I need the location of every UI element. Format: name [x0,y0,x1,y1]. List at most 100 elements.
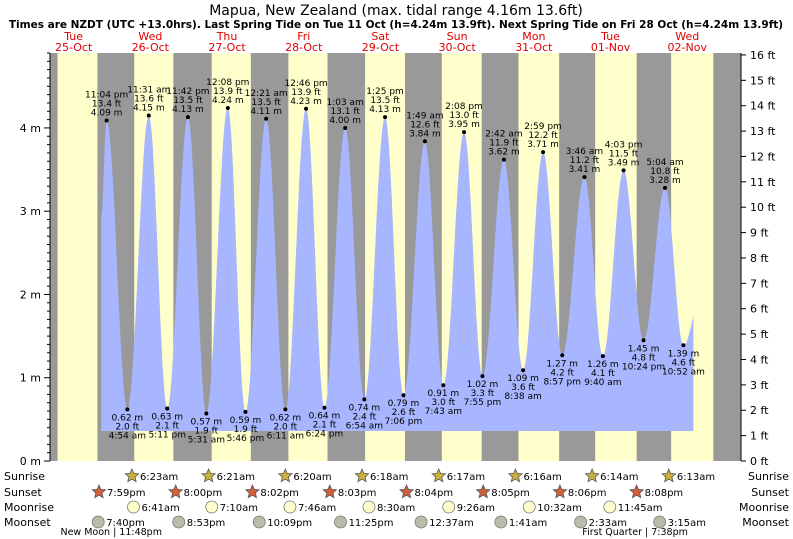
moonset-time: 10:09pm [267,518,312,529]
tide-ft-label: 2.1 ft [155,422,179,432]
sunset-time: 8:03pm [338,488,377,499]
tide-point [322,405,327,410]
sunset-icon [552,483,568,499]
y-left-tick-label: 0 m [20,455,41,468]
tide-m-label: 4.15 m [133,103,165,113]
tide-ft-label: 1.9 ft [234,425,258,435]
moonrise-time: 8:30am [377,503,415,514]
tide-ft-label: 4.8 ft [632,353,656,363]
tide-ft-label: 13.5 ft [173,96,203,106]
tide-ft-label: 3.6 ft [511,383,535,393]
tide-m-label: 0.79 m [388,399,420,409]
tide-time-label: 4:03 pm [605,140,643,150]
tide-point [560,353,565,358]
tide-m-label: 4.24 m [212,96,244,106]
sunrise-time: 6:16am [523,472,561,483]
day-headers: Tue25-OctWed26-OctThu27-OctFri28-OctSat2… [55,30,707,54]
tide-time-label: 2:42 am [485,130,522,140]
y-left-tick-label: 1 m [20,372,41,385]
tide-point [125,407,130,412]
tide-ft-label: 13.0 ft [449,111,479,121]
y-right-tick-label: 11 ft [750,176,776,189]
tide-point [264,116,269,121]
tide-m-label: 3.95 m [448,120,480,130]
tide-time-label: 2:08 pm [445,102,483,112]
y-left-tick-label: 4 m [20,122,41,135]
sunrise-icon [277,467,293,483]
tide-ft-label: 3.0 ft [431,398,455,408]
tide-point [225,105,230,110]
tide-time-label: 3:46 am [566,147,603,157]
day-date-label: 27-Oct [208,41,246,54]
moonset-time: 1:41am [509,518,547,529]
y-right-tick-label: 5 ft [750,328,769,341]
sunrise-time: 6:21am [217,472,255,483]
tide-area [101,108,694,432]
tide-m-label: 0.63 m [151,413,183,423]
moon-phase-label: First Quarter | 7:38pm [582,527,688,538]
y-right-tick-label: 2 ft [750,404,769,417]
y-right-tick-label: 7 ft [750,277,769,290]
tide-point [185,115,190,120]
y-right-tick-label: 15 ft [750,74,776,87]
sunset-icon [398,483,415,499]
tide-m-label: 4.13 m [369,105,401,115]
astro-row-label-right: Sunset [751,486,789,499]
chart-title: Mapua, New Zealand (max. tidal range 4.1… [209,3,583,19]
tide-point [383,115,388,120]
tide-m-label: 3.84 m [409,129,441,139]
tide-ft-label: 2.0 ft [273,422,297,432]
moonrise-icon [127,500,140,514]
tide-point [304,106,309,111]
day-date-label: 31-Oct [515,41,553,54]
tide-m-label: 0.74 m [349,403,381,413]
astro-row-label-right: Moonrise [739,501,789,514]
y-right-tick-label: 8 ft [750,252,769,265]
tide-time-label: 7:06 pm [385,417,423,427]
tide-m-label: 1.09 m [507,374,539,384]
tide-time-label: 1:03 am [326,98,363,108]
tide-point [401,393,406,398]
moonrise-time: 7:46am [298,503,336,514]
tide-m-label: 4.23 m [290,97,322,107]
sunrise-time: 6:13am [677,472,715,483]
day-weekday-label: Thu [216,30,238,43]
tide-point [681,343,686,348]
astro-row-label-left: Sunset [4,486,42,499]
moonset-icon [494,515,508,529]
day-weekday-label: Tue [63,30,83,43]
tide-time-label: 4:54 am [109,431,146,441]
y-left-tick-label: 3 m [20,205,41,218]
moonrise-time: 10:32am [537,503,582,514]
astro-rows: Sunrise Sunrise Sunset Sunset Moonrise Moonri… [4,467,790,538]
tide-ft-label: 4.6 ft [672,358,696,368]
y-right-tick-label: 14 ft [750,100,776,113]
tide-m-label: 1.02 m [467,380,499,390]
tide-m-label: 0.64 m [309,412,341,422]
sunset-time: 8:00pm [184,488,223,499]
tide-time-label: 6:24 pm [306,430,344,440]
day-weekday-label: Wed [675,30,699,43]
sunrise-time: 6:20am [293,472,331,483]
moonset-icon [653,515,667,529]
tide-point [641,338,646,343]
tide-m-label: 0.91 m [428,389,460,399]
tide-ft-label: 13.5 ft [251,98,281,108]
moonset-time: 12:37am [429,518,474,529]
sunrise-icon [661,467,677,483]
day-date-label: 25-Oct [55,41,93,54]
tide-ft-label: 11.9 ft [489,139,519,149]
tide-time-label: 5:31 am [188,436,225,446]
sunset-time: 8:06pm [568,488,607,499]
y-right-tick-label: 12 ft [750,150,776,163]
moonrise-time: 6:41am [141,503,179,514]
moonrise-icon [442,500,456,514]
tide-point [165,406,170,411]
tide-point [441,383,446,388]
tide-time-label: 8:38 am [504,392,541,402]
sunset-icon [168,483,184,499]
day-date-label: 29-Oct [362,41,400,54]
tide-ft-label: 4.1 ft [591,369,615,379]
y-right-tick-label: 4 ft [750,353,769,366]
